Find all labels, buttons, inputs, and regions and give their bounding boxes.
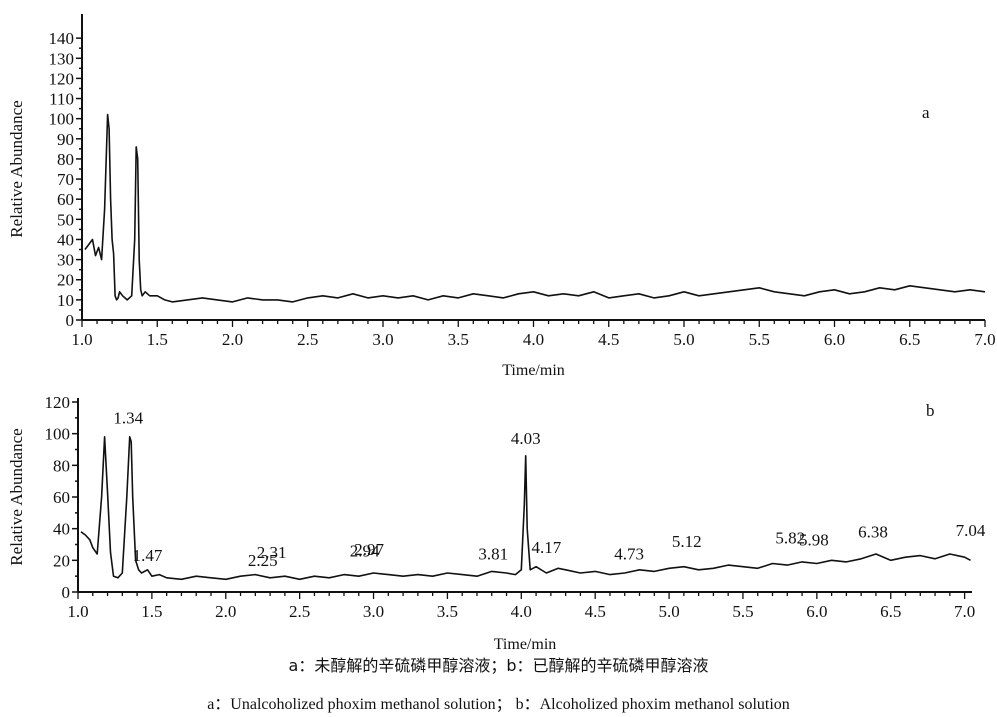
peak-label: 2.31 <box>257 543 287 562</box>
x-tick-label: 2.5 <box>289 602 310 621</box>
x-tick-label: 3.5 <box>448 330 469 349</box>
x-tick-label: 3.0 <box>372 330 393 349</box>
y-tick-label: 40 <box>53 520 70 539</box>
y-tick-label: 100 <box>45 425 71 444</box>
peak-label: 5.82 <box>775 529 805 548</box>
y-tick-label: 30 <box>57 251 74 270</box>
y-tick-label: 120 <box>49 69 75 88</box>
y-tick-label: 110 <box>49 90 74 109</box>
y-tick-label: 80 <box>57 150 74 169</box>
x-tick-label: 2.0 <box>215 602 236 621</box>
peak-label: 4.17 <box>532 538 562 557</box>
peak-label: 4.73 <box>614 545 644 564</box>
x-tick-label: 6.0 <box>824 330 845 349</box>
y-tick-label: 0 <box>62 583 71 602</box>
y-tick-label: 70 <box>57 170 74 189</box>
series-line <box>84 113 986 303</box>
peak-label: 6.38 <box>858 522 888 541</box>
y-axis-label: Relative Abundance <box>7 428 26 565</box>
y-tick-label: 0 <box>66 311 75 330</box>
y-tick-label: 20 <box>53 551 70 570</box>
y-tick-label: 100 <box>49 110 75 129</box>
x-tick-label: 2.0 <box>222 330 243 349</box>
peak-label: 4.03 <box>511 429 541 448</box>
x-tick-label: 5.5 <box>732 602 753 621</box>
x-tick-label: 6.5 <box>880 602 901 621</box>
x-axis-label: Time/min <box>502 362 565 379</box>
y-tick-label: 90 <box>57 130 74 149</box>
x-tick-label: 4.5 <box>598 330 619 349</box>
x-tick-label: 6.0 <box>806 602 827 621</box>
x-tick-label: 4.0 <box>511 602 532 621</box>
peak-label: 3.81 <box>478 545 508 564</box>
y-tick-label: 60 <box>57 190 74 209</box>
panel-letter: b <box>926 401 935 420</box>
series-line <box>80 435 971 581</box>
x-tick-label: 1.5 <box>141 602 162 621</box>
peak-label: 5.12 <box>672 532 702 551</box>
peak-label: 2.25 <box>248 551 278 570</box>
y-tick-label: 50 <box>57 210 74 229</box>
x-tick-label: 1.0 <box>67 602 88 621</box>
peak-label: 2.97 <box>354 540 384 559</box>
x-tick-label: 5.0 <box>658 602 679 621</box>
peak-label: 1.34 <box>113 408 143 427</box>
x-tick-label: 3.5 <box>437 602 458 621</box>
x-tick-label: 4.0 <box>523 330 544 349</box>
x-tick-label: 2.5 <box>297 330 318 349</box>
panel-letter: a <box>922 103 930 122</box>
x-tick-label: 3.0 <box>363 602 384 621</box>
y-tick-label: 80 <box>53 456 70 475</box>
x-axis-label: Time/min <box>494 636 557 653</box>
x-tick-label: 5.5 <box>749 330 770 349</box>
peak-label: 7.04 <box>956 521 986 540</box>
y-tick-label: 10 <box>57 291 74 310</box>
chart-panel-b: 0 20 40 60 80 100 120 1.0 1.5 2.0 2.5 3.0 3.5 4.0 4.5 5… <box>7 393 986 653</box>
x-tick-label: 6.5 <box>899 330 920 349</box>
y-tick-label: 20 <box>57 271 74 290</box>
y-tick-label: 40 <box>57 230 74 249</box>
caption-chinese: a：未醇解的辛硫磷甲醇溶液；b：已醇解的辛硫磷甲醇溶液 <box>288 656 709 675</box>
y-tick-label: 60 <box>53 488 70 507</box>
x-tick-label: 1.0 <box>71 330 92 349</box>
peak-label: 5.98 <box>799 530 829 549</box>
x-tick-label: 7.0 <box>974 330 995 349</box>
x-tick-label: 5.0 <box>673 330 694 349</box>
peak-label: 1.47 <box>133 546 163 565</box>
y-tick-label: 120 <box>45 393 71 412</box>
x-tick-label: 7.0 <box>954 602 975 621</box>
y-tick-label: 140 <box>49 29 75 48</box>
peak-label: 2.94 <box>350 541 380 560</box>
x-tick-label: 4.5 <box>585 602 606 621</box>
x-tick-label: 1.5 <box>147 330 168 349</box>
caption-english: a：Unalcoholized phoxim methanol solution… <box>207 696 790 713</box>
y-tick-label: 130 <box>49 49 75 68</box>
y-axis-label: Relative Abundance <box>7 100 26 237</box>
